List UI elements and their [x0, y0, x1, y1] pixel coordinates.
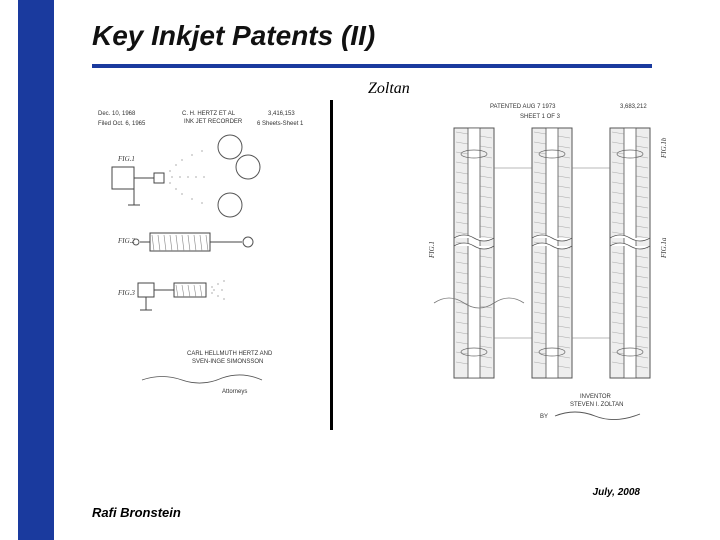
attorney: Attorneys	[222, 389, 247, 395]
fig1-label-r: FIG.1	[428, 241, 436, 259]
inventor-r: STEVEN I. ZOLTAN	[570, 402, 623, 408]
footer-date: July, 2008	[593, 487, 640, 498]
fig1b-tube	[610, 128, 650, 378]
presentation-accent-bar	[18, 0, 54, 540]
patent-figure-zoltan: PATENTED AUG 7 1973 3,683,212 SHEET 1 OF…	[410, 98, 680, 438]
patent-sheets: 6 Sheets-Sheet 1	[257, 121, 304, 127]
patent-header: PATENTED AUG 7 1973	[490, 104, 556, 110]
patent-filed: Filed Oct. 6, 1965	[98, 121, 146, 127]
patent-number: 3,416,153	[268, 111, 295, 117]
figure-divider	[330, 100, 333, 430]
sheet-line: SHEET 1 OF 3	[520, 114, 561, 120]
fig3-label: FIG.3	[117, 289, 135, 297]
by-line: BY	[540, 414, 548, 420]
patent-date: Dec. 10, 1968	[98, 111, 136, 117]
patent-inventor: C. H. HERTZ ET AL	[182, 111, 236, 117]
svg-text:INVENTOR: INVENTOR	[580, 394, 612, 400]
patent-number-r: 3,683,212	[620, 104, 647, 110]
footer-author: Rafi Bronstein	[92, 505, 181, 520]
fig1a-label-r: FIG.1a	[660, 237, 668, 259]
slide-title: Key Inkjet Patents (II)	[92, 20, 375, 52]
zoltan-caption: Zoltan	[368, 80, 410, 98]
fig1a-tube	[532, 128, 572, 378]
title-underline	[92, 64, 652, 68]
fig1-tube	[454, 128, 494, 378]
sig-name2: SVEN-INGE SIMONSSON	[192, 359, 263, 365]
fig1b-label-r: FIG.1b	[660, 137, 668, 159]
patent-figure-hertz: Dec. 10, 1968 C. H. HERTZ ET AL 3,416,15…	[92, 105, 312, 435]
sig-name1: CARL HELLMUTH HERTZ AND	[187, 351, 273, 357]
svg-text:INK JET RECORDER: INK JET RECORDER	[184, 119, 243, 125]
fig1-label: FIG.1	[117, 155, 135, 163]
